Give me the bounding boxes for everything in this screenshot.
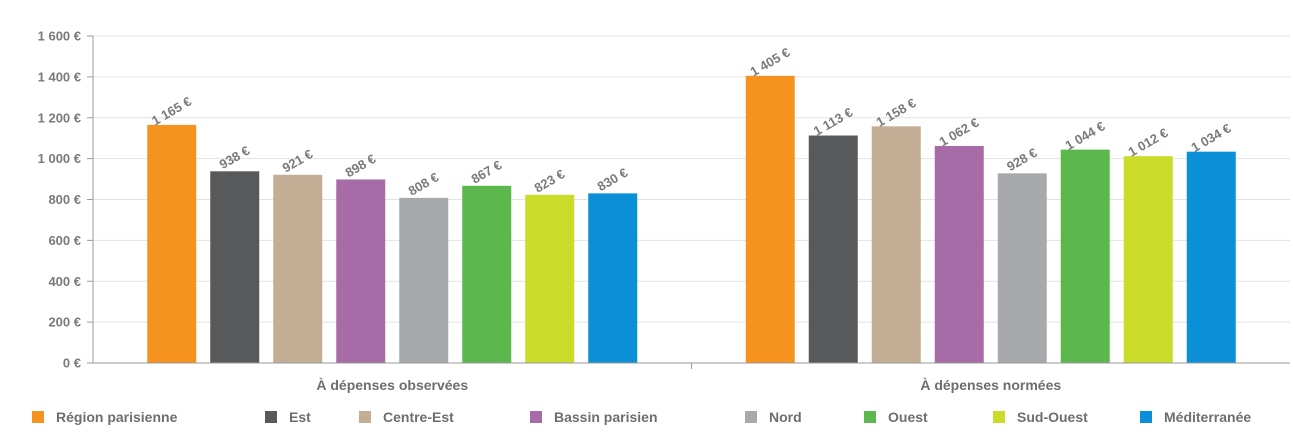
legend-label-3: Bassin parisien xyxy=(554,409,658,425)
y-tick-label-3: 600 € xyxy=(48,233,81,248)
data-label-0-1: 938 € xyxy=(217,143,253,172)
data-label-1-6: 1 012 € xyxy=(1125,125,1170,160)
y-tick-label-5: 1 000 € xyxy=(38,151,81,166)
bar-1-2 xyxy=(871,126,921,364)
legend-label-0: Région parisienne xyxy=(56,409,178,425)
legend-label-1: Est xyxy=(289,409,311,425)
y-tick-label-2: 400 € xyxy=(48,274,81,289)
data-label-1-4: 928 € xyxy=(1004,145,1040,174)
data-label-0-6: 823 € xyxy=(532,166,568,195)
bar-0-6 xyxy=(525,194,575,363)
bar-1-7 xyxy=(1186,151,1236,363)
legend-swatch-0 xyxy=(32,411,44,423)
data-label-0-4: 808 € xyxy=(406,169,442,198)
bar-1-3 xyxy=(934,145,984,363)
bar-1-1 xyxy=(808,135,858,363)
legend: Région parisienne Est Centre-Est Bassin par… xyxy=(32,409,1251,425)
y-tick-label-4: 800 € xyxy=(48,192,81,207)
data-label-0-5: 867 € xyxy=(469,157,505,186)
y-tick-label-1: 200 € xyxy=(48,315,81,330)
data-label-0-3: 898 € xyxy=(343,151,379,180)
data-label-1-5: 1 044 € xyxy=(1062,118,1107,153)
legend-label-7: Méditerranée xyxy=(1164,409,1251,425)
legend-label-4: Nord xyxy=(769,409,802,425)
legend-swatch-5 xyxy=(864,411,876,423)
data-label-1-3: 1 062 € xyxy=(936,115,981,150)
gridlines xyxy=(93,35,1290,323)
category-label-1: À dépenses normées xyxy=(920,377,1061,393)
data-label-1-7: 1 034 € xyxy=(1188,120,1233,155)
bar-0-0 xyxy=(147,124,197,363)
data-label-0-2: 921 € xyxy=(280,146,316,175)
axes: 0 € 200 € 400 € 600 € 800 € 1 000 € 1 200 € 1 4… xyxy=(38,29,1290,393)
bar-1-0 xyxy=(745,75,795,364)
data-label-0-0: 1 165 € xyxy=(149,94,194,129)
legend-swatch-4 xyxy=(745,411,757,423)
legend-label-6: Sud-Ouest xyxy=(1017,409,1088,425)
legend-swatch-2 xyxy=(359,411,371,423)
bar-1-5 xyxy=(1060,149,1110,363)
category-label-0: À dépenses observées xyxy=(316,377,468,393)
y-tick-label-8: 1 600 € xyxy=(38,29,81,44)
bar-0-3 xyxy=(336,179,386,363)
bars xyxy=(147,75,1236,364)
data-label-1-0: 1 405 € xyxy=(747,45,792,80)
bar-0-7 xyxy=(588,193,638,363)
bar-0-4 xyxy=(399,197,449,363)
y-tick-label-7: 1 400 € xyxy=(38,69,81,84)
y-tick-label-0: 0 € xyxy=(63,356,81,371)
data-label-0-7: 830 € xyxy=(595,165,631,194)
bar-0-1 xyxy=(210,171,260,363)
data-label-1-2: 1 158 € xyxy=(873,95,918,130)
legend-swatch-6 xyxy=(993,411,1005,423)
legend-swatch-7 xyxy=(1140,411,1152,423)
bar-0-2 xyxy=(273,174,323,363)
legend-swatch-1 xyxy=(265,411,277,423)
legend-swatch-3 xyxy=(530,411,542,423)
bar-1-4 xyxy=(997,173,1047,363)
bar-0-5 xyxy=(462,185,512,363)
legend-label-5: Ouest xyxy=(888,409,928,425)
bar-1-6 xyxy=(1123,156,1173,363)
data-label-1-1: 1 113 € xyxy=(811,104,855,138)
y-tick-label-6: 1 200 € xyxy=(38,110,81,125)
legend-label-2: Centre-Est xyxy=(383,409,454,425)
